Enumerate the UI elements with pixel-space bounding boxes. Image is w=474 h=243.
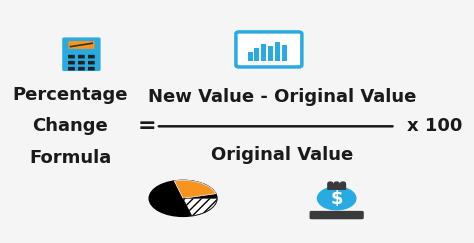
Text: =: = (137, 116, 156, 136)
Ellipse shape (318, 187, 356, 210)
FancyBboxPatch shape (236, 32, 302, 67)
FancyBboxPatch shape (88, 55, 95, 59)
Bar (247, 52, 253, 61)
Text: Change: Change (32, 117, 108, 135)
Wedge shape (174, 180, 216, 198)
FancyBboxPatch shape (68, 61, 75, 64)
FancyBboxPatch shape (78, 55, 85, 59)
Text: $: $ (330, 190, 343, 208)
Bar (255, 48, 259, 61)
FancyBboxPatch shape (68, 67, 75, 70)
Bar (282, 45, 286, 61)
Text: Formula: Formula (29, 148, 111, 166)
Bar (275, 42, 280, 61)
Circle shape (334, 182, 339, 184)
FancyBboxPatch shape (88, 61, 95, 64)
FancyBboxPatch shape (327, 183, 346, 190)
Circle shape (149, 180, 217, 216)
FancyBboxPatch shape (88, 67, 95, 70)
Text: New Value - Original Value: New Value - Original Value (148, 88, 417, 106)
Text: Original Value: Original Value (211, 146, 354, 164)
Circle shape (328, 182, 333, 184)
FancyBboxPatch shape (78, 61, 85, 64)
FancyBboxPatch shape (78, 67, 85, 70)
Text: x 100: x 100 (407, 117, 462, 135)
Text: Percentage: Percentage (12, 86, 128, 104)
FancyBboxPatch shape (62, 37, 100, 71)
Bar (261, 44, 266, 61)
FancyBboxPatch shape (68, 55, 75, 59)
Circle shape (341, 182, 345, 184)
Bar (268, 46, 273, 61)
FancyBboxPatch shape (310, 211, 364, 219)
Wedge shape (183, 198, 217, 216)
FancyBboxPatch shape (68, 41, 94, 49)
